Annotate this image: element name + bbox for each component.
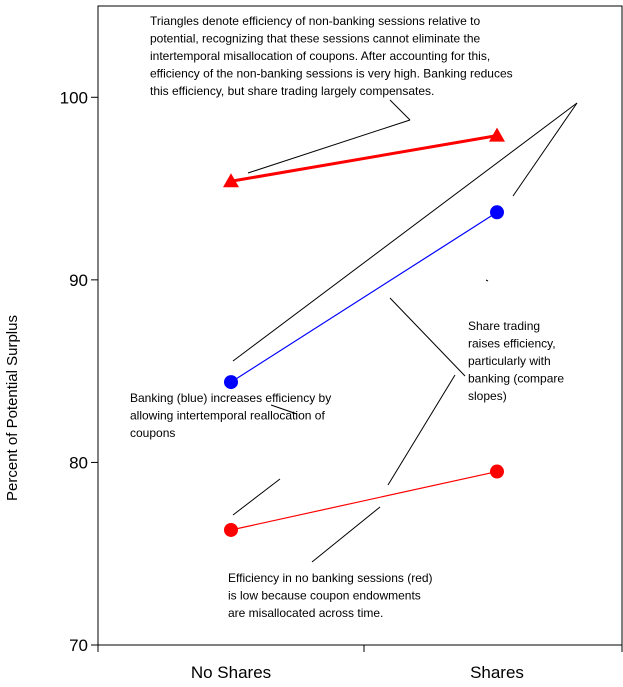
pointer-line: [247, 119, 411, 174]
annotation-share-trading: Share trading raises efficiency, particula…: [468, 319, 564, 403]
annotation-pointer-lines: [232, 99, 578, 563]
annotation-line: slopes): [468, 389, 507, 403]
pointer-line: [311, 506, 381, 563]
pointer-line: [232, 102, 578, 362]
y-axis: 70 80 90 100: [60, 88, 98, 655]
series-3: [224, 464, 504, 537]
series-layer: [223, 127, 505, 537]
annotation-no-banking: Efficiency in no banking sessions (red) i…: [228, 571, 433, 620]
y-axis-title: Percent of Potential Surplus: [4, 315, 21, 501]
pointer-line: [232, 478, 281, 516]
y-tick-label: 70: [69, 636, 88, 655]
pointer-line: [512, 102, 578, 197]
plot-border: [97, 5, 623, 646]
annotation-line: intertemporal misallocation of coupons. …: [150, 49, 490, 63]
x-tick-label: Shares: [470, 663, 524, 682]
annotation-line: Efficiency in no banking sessions (red): [228, 571, 433, 585]
pointer-line: [485, 279, 489, 282]
series-1-point-1: [223, 173, 239, 188]
series-1-line: [230, 134, 498, 183]
pointer-line: [389, 297, 466, 377]
series-2-point-1: [224, 375, 238, 390]
annotation-line: Triangles denote efficiency of non-banki…: [150, 14, 481, 28]
series-2-line: [230, 211, 498, 383]
series-2-point-2: [490, 205, 504, 220]
annotation-line: Share trading: [468, 319, 540, 333]
annotation-line: this efficiency, but share trading large…: [150, 84, 434, 98]
series-2: [224, 205, 504, 390]
series-3-point-1: [224, 522, 238, 537]
annotation-line: Banking (blue) increases efficiency by: [130, 391, 331, 405]
pointer-line: [270, 404, 298, 415]
y-tick-label: 100: [60, 88, 88, 107]
y-tick-label: 80: [69, 453, 88, 472]
annotation-line: allowing intertemporal reallocation of: [130, 409, 325, 423]
y-tick-label: 90: [69, 271, 88, 290]
plot-frame: [97, 5, 623, 646]
annotation-line: efficiency of the non-banking sessions i…: [150, 67, 513, 81]
series-3-line: [230, 470, 498, 531]
annotation-line: particularly with: [468, 354, 551, 368]
annotation-line: coupons: [130, 426, 175, 440]
series-1-point-2: [489, 127, 505, 142]
x-axis: No Shares Shares: [97, 645, 623, 682]
annotation-line: potential, recognizing that these sessio…: [150, 32, 481, 46]
annotation-line: is low because coupon endowments: [228, 589, 421, 603]
annotation-line: banking (compare: [468, 372, 564, 386]
annotation-triangles: Triangles denote efficiency of non-banki…: [150, 14, 513, 98]
pointer-line: [387, 374, 456, 486]
annotation-banking: Banking (blue) increases efficiency by al…: [130, 391, 331, 440]
x-tick-label: No Shares: [191, 663, 271, 682]
series-3-point-2: [490, 464, 504, 479]
annotation-line: are misallocated across time.: [228, 606, 383, 620]
series-1: [223, 127, 505, 188]
annotations-layer: Triangles denote efficiency of non-banki…: [130, 14, 564, 620]
annotation-line: raises efficiency,: [468, 337, 556, 351]
pointer-line: [389, 99, 411, 121]
